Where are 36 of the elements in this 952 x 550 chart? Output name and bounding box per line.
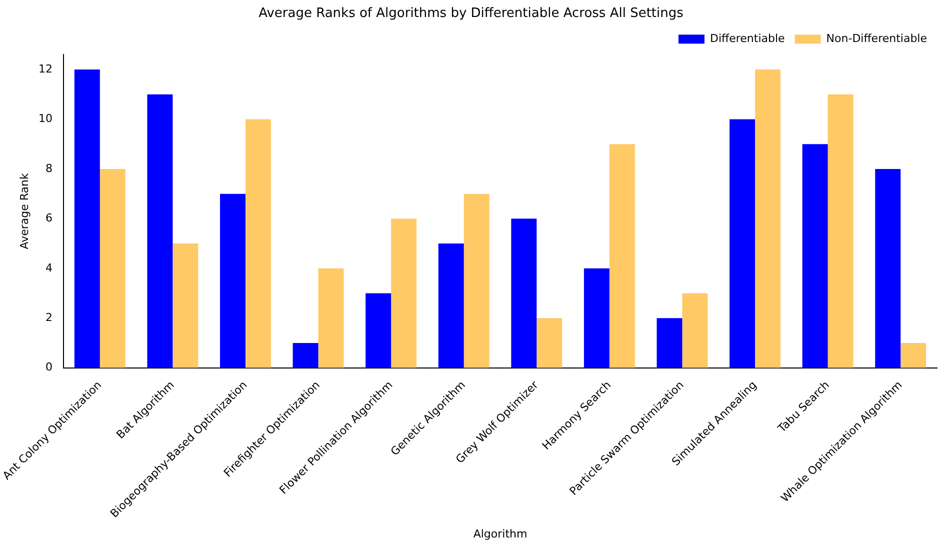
- bar: [875, 168, 901, 368]
- bar: [730, 119, 756, 368]
- bar: [100, 168, 126, 368]
- bar: [391, 218, 417, 368]
- bar: [147, 94, 173, 368]
- bar: [74, 70, 100, 368]
- bar: [755, 70, 780, 368]
- y-tick-label: 6: [46, 212, 53, 225]
- bar: [802, 144, 828, 368]
- bar: [292, 342, 318, 368]
- y-tick-label: 4: [46, 261, 53, 274]
- legend-label: Differentiable: [710, 32, 786, 45]
- chart-title: Average Ranks of Algorithms by Differentiable Across All Settings: [258, 6, 684, 22]
- bar: [609, 144, 635, 368]
- bar: [172, 244, 198, 368]
- bar: [438, 244, 464, 368]
- y-tick-label: 8: [46, 162, 53, 175]
- bar: [682, 293, 708, 368]
- bar: [536, 318, 562, 368]
- bar: [464, 194, 490, 368]
- bar: [584, 268, 610, 368]
- y-tick-label: 10: [38, 112, 53, 126]
- y-tick-label: 12: [38, 62, 53, 76]
- bar: [245, 119, 271, 368]
- y-axis-title: Average Rank: [18, 172, 31, 250]
- x-axis-title: Algorithm: [473, 527, 528, 540]
- y-tick-label: 0: [46, 360, 53, 374]
- bar: [828, 94, 854, 368]
- legend-label: Non-Differentiable: [826, 32, 928, 45]
- bar: [318, 268, 344, 368]
- y-tick-label: 2: [46, 310, 53, 324]
- bar: [900, 342, 926, 368]
- bar: [511, 218, 537, 368]
- bar: [220, 194, 246, 368]
- bar: [366, 293, 392, 368]
- bar: [656, 318, 682, 368]
